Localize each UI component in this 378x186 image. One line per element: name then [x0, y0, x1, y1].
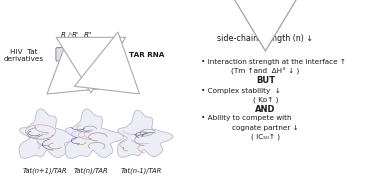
Text: n: n: [63, 41, 66, 46]
Text: • Interaction strength at the interface ↑: • Interaction strength at the interface …: [201, 59, 346, 65]
Text: Tat(n+1)/TAR: Tat(n+1)/TAR: [23, 168, 67, 174]
Text: AND: AND: [255, 105, 276, 114]
Text: R: R: [60, 32, 65, 38]
Polygon shape: [19, 109, 78, 158]
Text: R": R": [84, 32, 92, 38]
Text: n: n: [74, 41, 78, 46]
Text: n: n: [87, 41, 90, 46]
Polygon shape: [117, 110, 173, 157]
Text: side-chains length (n) ↓: side-chains length (n) ↓: [217, 34, 313, 43]
FancyBboxPatch shape: [56, 48, 108, 61]
Text: • Ability to compete with: • Ability to compete with: [201, 115, 292, 121]
Text: • Complex stability  ↓: • Complex stability ↓: [201, 88, 281, 94]
Text: ( IC₅₀↑ ): ( IC₅₀↑ ): [251, 133, 280, 140]
Text: Tat(n-1)/TAR: Tat(n-1)/TAR: [121, 168, 163, 174]
Text: +: +: [111, 48, 121, 61]
Text: cognate partner ↓: cognate partner ↓: [232, 124, 299, 131]
Text: TAR RNA: TAR RNA: [129, 52, 164, 58]
Text: (Tm ↑and  ΔH° ↓ ): (Tm ↑and ΔH° ↓ ): [231, 68, 299, 75]
Text: BUT: BUT: [256, 76, 275, 85]
Text: Tat(n)/TAR: Tat(n)/TAR: [73, 168, 108, 174]
Polygon shape: [65, 109, 124, 158]
Text: ( Kᴅ↑ ): ( Kᴅ↑ ): [253, 97, 278, 103]
Text: HIV  Tat
derivatives: HIV Tat derivatives: [4, 49, 44, 62]
Text: R': R': [71, 32, 79, 38]
